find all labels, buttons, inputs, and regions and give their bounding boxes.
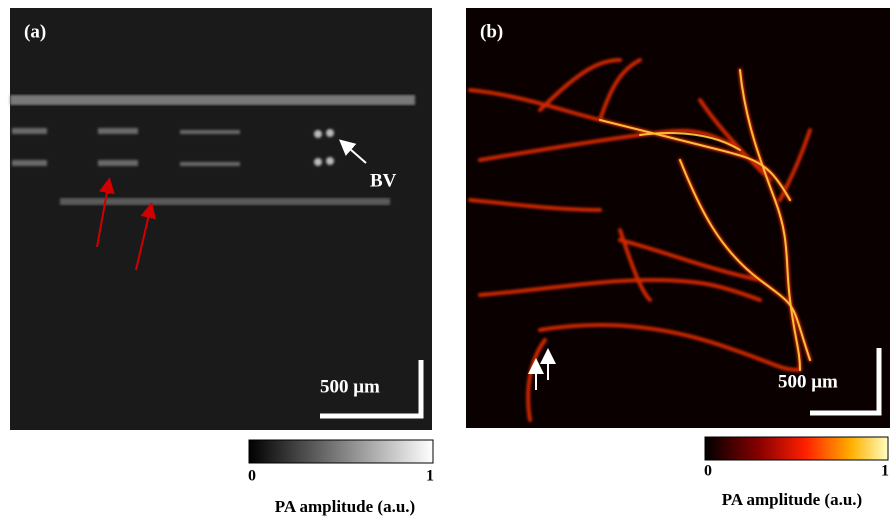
panel-a: (a) BV 500 μm <box>10 8 432 430</box>
scale-bar-label: 500 μm <box>320 376 380 397</box>
panel-label: (a) <box>24 21 46 42</box>
deep-band <box>60 198 390 205</box>
scale-bar-label: 500 μm <box>778 371 838 392</box>
colorbar-tick-label: 1 <box>426 468 434 485</box>
colorbar-label: PA amplitude (a.u.) <box>722 490 862 509</box>
colorbar-tick-label: 0 <box>704 463 712 480</box>
mip-image <box>466 8 890 428</box>
panel-b: (b) 500 μm <box>466 8 890 428</box>
colorbar-tick-label: 0 <box>248 468 256 485</box>
surface-band <box>10 95 415 105</box>
figure: (a) BV 500 μm <box>0 0 892 521</box>
colorbar <box>705 437 888 460</box>
colorbar-label: PA amplitude (a.u.) <box>275 497 415 516</box>
annotation: BV <box>370 170 397 191</box>
bscan-image <box>10 8 432 430</box>
colorbar <box>249 440 433 463</box>
colorbar-tick-label: 1 <box>881 463 889 480</box>
panel-label: (b) <box>480 21 503 42</box>
